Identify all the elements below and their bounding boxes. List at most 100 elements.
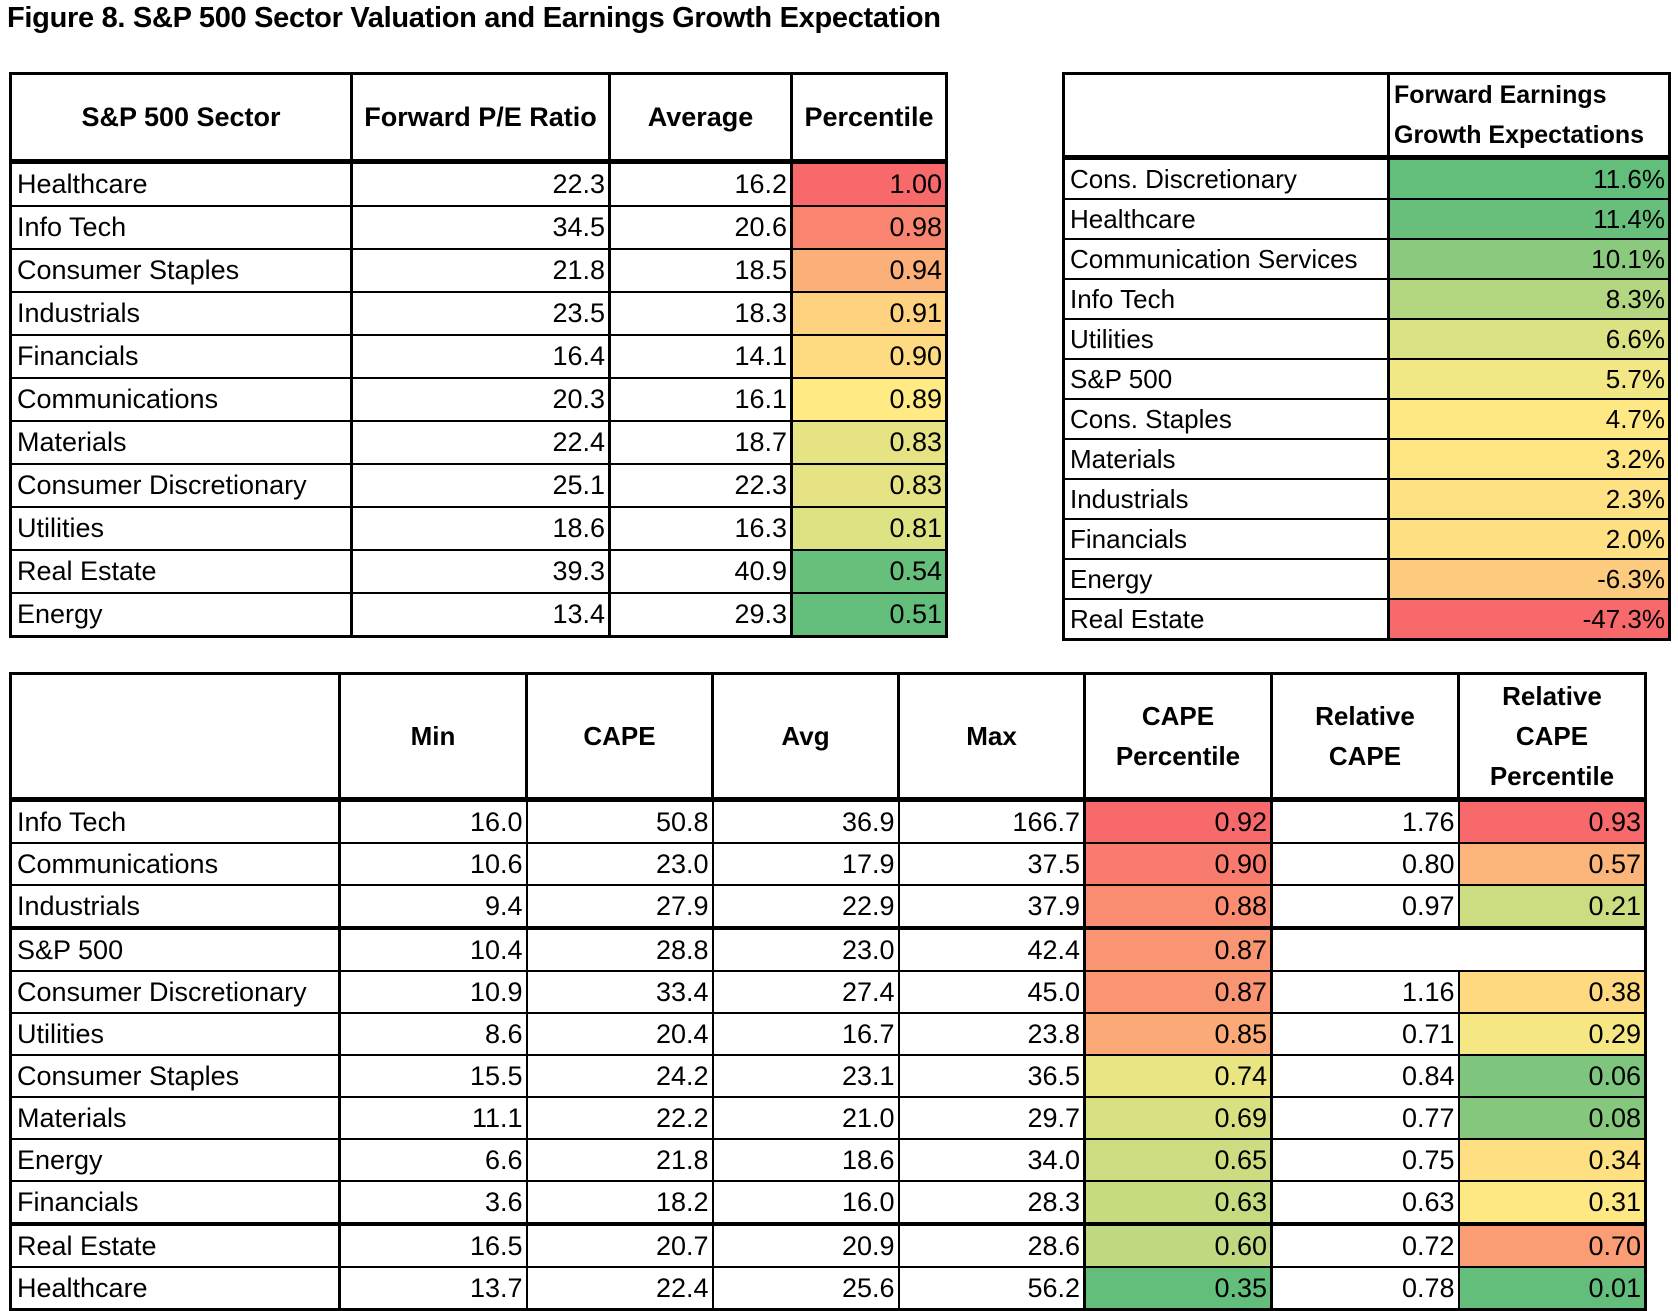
min-value: 16.0 [339, 799, 528, 844]
cape-percentile-value: 0.90 [1084, 843, 1273, 886]
cape-percentile-value: 0.87 [1084, 971, 1273, 1014]
figure-title: Figure 8. S&P 500 Sector Valuation and E… [7, 2, 941, 34]
cape-header-max: Max [898, 673, 1086, 802]
sector-name: Industrials [10, 885, 341, 930]
sector-name: Consumer Staples [10, 1055, 341, 1098]
growth-table-row: Info Tech 8.3% [1063, 279, 1671, 320]
cape-table-row: Utilities 8.6 20.4 16.7 23.8 0.85 0.71 0.29 [10, 1013, 1647, 1056]
relative-cape-value [1271, 928, 1459, 972]
cape-value: 33.4 [526, 971, 714, 1014]
percentile-value: 0.54 [791, 550, 948, 594]
growth-value: 2.0% [1388, 519, 1671, 560]
relative-cape-value: 0.71 [1271, 1013, 1460, 1056]
sector-name: Real Estate [1063, 599, 1390, 641]
relative-cape-percentile-value: 0.38 [1458, 971, 1647, 1014]
growth-table-row: Cons. Staples 4.7% [1063, 399, 1671, 440]
avg-value: 21.0 [712, 1097, 900, 1140]
max-value: 56.2 [898, 1267, 1086, 1311]
cape-value: 28.8 [526, 928, 714, 972]
growth-table-body: Cons. Discretionary 11.6% Healthcare 11.4% C… [1063, 157, 1671, 641]
cape-table-row: Energy 6.6 21.8 18.6 34.0 0.65 0.75 0.34 [10, 1139, 1647, 1182]
cape-table-row: Healthcare 13.7 22.4 25.6 56.2 0.35 0.78 0.01 [10, 1267, 1647, 1311]
cape-percentile-value: 0.35 [1084, 1267, 1273, 1311]
min-value: 16.5 [339, 1224, 528, 1268]
max-value: 28.6 [898, 1224, 1086, 1268]
growth-value: 5.7% [1388, 359, 1671, 400]
cape-value: 22.2 [526, 1097, 714, 1140]
pe-table-row: Utilities 18.6 16.3 0.81 [10, 507, 948, 551]
cape-value: 22.4 [526, 1267, 714, 1311]
growth-value: 3.2% [1388, 439, 1671, 480]
growth-table-row: Utilities 6.6% [1063, 319, 1671, 360]
avg-value: 22.9 [712, 885, 900, 930]
cape-value: 27.9 [526, 885, 714, 930]
sector-name: Real Estate [10, 550, 353, 594]
avg-value: 23.0 [712, 928, 900, 972]
average-pe-value: 22.3 [609, 464, 793, 508]
relative-cape-percentile-value [1458, 928, 1647, 972]
forward-pe-value: 34.5 [351, 206, 611, 250]
relative-cape-value: 0.75 [1271, 1139, 1460, 1182]
cape-table-row: Real Estate 16.5 20.7 20.9 28.6 0.60 0.72 0.70 [10, 1224, 1647, 1268]
growth-header-sector [1063, 73, 1390, 160]
percentile-value: 0.94 [791, 249, 948, 293]
avg-value: 23.1 [712, 1055, 900, 1098]
forward-pe-value: 22.4 [351, 421, 611, 465]
sector-name: Consumer Discretionary [10, 464, 353, 508]
relative-cape-percentile-value: 0.01 [1458, 1267, 1647, 1311]
cape-table-row: Communications 10.6 23.0 17.9 37.5 0.90 0.80 0.… [10, 843, 1647, 886]
earnings-growth-table: Forward Earnings Growth Expectations Con… [1062, 72, 1671, 641]
growth-value: -47.3% [1388, 599, 1671, 641]
cape-table-row: Info Tech 16.0 50.8 36.9 166.7 0.92 1.76 0.93 [10, 799, 1647, 844]
cape-percentile-value: 0.69 [1084, 1097, 1273, 1140]
relative-cape-percentile-value: 0.29 [1458, 1013, 1647, 1056]
sector-name: Communications [10, 378, 353, 422]
min-value: 3.6 [339, 1181, 528, 1226]
pe-table-row: Industrials 23.5 18.3 0.91 [10, 292, 948, 336]
max-value: 34.0 [898, 1139, 1086, 1182]
relative-cape-value: 0.72 [1271, 1224, 1460, 1268]
avg-value: 36.9 [712, 799, 900, 844]
sector-name: Healthcare [10, 1267, 341, 1311]
min-value: 10.6 [339, 843, 528, 886]
cape-percentile-value: 0.88 [1084, 885, 1273, 930]
percentile-value: 0.91 [791, 292, 948, 336]
pe-table-row: Energy 13.4 29.3 0.51 [10, 593, 948, 638]
pe-table-row: Real Estate 39.3 40.9 0.54 [10, 550, 948, 594]
max-value: 37.9 [898, 885, 1086, 930]
avg-value: 16.0 [712, 1181, 900, 1226]
sector-name: Info Tech [10, 206, 353, 250]
growth-value: 6.6% [1388, 319, 1671, 360]
cape-table-row: Industrials 9.4 27.9 22.9 37.9 0.88 0.97 0.21 [10, 885, 1647, 930]
min-value: 15.5 [339, 1055, 528, 1098]
sector-name: Communication Services [1063, 239, 1390, 280]
min-value: 13.7 [339, 1267, 528, 1311]
sector-name: Cons. Discretionary [1063, 157, 1390, 200]
growth-table-row: Healthcare 11.4% [1063, 199, 1671, 240]
cape-percentile-value: 0.87 [1084, 928, 1273, 972]
sector-name: Energy [1063, 559, 1390, 600]
sector-name: S&P 500 [1063, 359, 1390, 400]
sector-name: Utilities [10, 507, 353, 551]
cape-value: 20.7 [526, 1224, 714, 1268]
relative-cape-value: 0.97 [1271, 885, 1460, 930]
cape-table: Min CAPE Avg Max CAPE Percentile Relativ… [9, 672, 1647, 1311]
growth-table-row: Financials 2.0% [1063, 519, 1671, 560]
cape-value: 24.2 [526, 1055, 714, 1098]
pe-table-row: Communications 20.3 16.1 0.89 [10, 378, 948, 422]
growth-value: 8.3% [1388, 279, 1671, 320]
sector-name: Cons. Staples [1063, 399, 1390, 440]
forward-pe-value: 13.4 [351, 593, 611, 638]
relative-cape-value: 0.80 [1271, 843, 1460, 886]
forward-pe-value: 16.4 [351, 335, 611, 379]
cape-table-row: S&P 500 10.4 28.8 23.0 42.4 0.87 [10, 928, 1647, 972]
cape-table-body: Info Tech 16.0 50.8 36.9 166.7 0.92 1.76 0.93 Co… [10, 799, 1647, 1311]
cape-percentile-value: 0.63 [1084, 1181, 1273, 1226]
cape-header-row: Min CAPE Avg Max CAPE Percentile Relativ… [10, 673, 1647, 802]
average-pe-value: 29.3 [609, 593, 793, 638]
growth-value: 10.1% [1388, 239, 1671, 280]
growth-table-row: Real Estate -47.3% [1063, 599, 1671, 641]
average-pe-value: 16.1 [609, 378, 793, 422]
percentile-value: 0.98 [791, 206, 948, 250]
average-pe-value: 18.5 [609, 249, 793, 293]
